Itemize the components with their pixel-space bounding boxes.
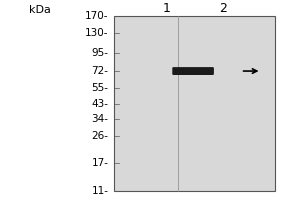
Text: 17-: 17- <box>92 158 108 168</box>
Text: 34-: 34- <box>92 114 108 124</box>
Text: 95-: 95- <box>92 48 108 58</box>
Text: 2: 2 <box>219 2 227 15</box>
Text: 55-: 55- <box>92 83 108 93</box>
Text: 26-: 26- <box>92 131 108 141</box>
Text: kDa: kDa <box>29 5 51 15</box>
Bar <box>114 16 275 191</box>
Text: 72-: 72- <box>92 66 108 76</box>
Text: 170-: 170- <box>85 11 108 21</box>
Text: 130-: 130- <box>85 28 108 38</box>
Text: 1: 1 <box>162 2 170 15</box>
Text: 43-: 43- <box>92 99 108 109</box>
FancyBboxPatch shape <box>172 67 214 75</box>
Text: 11-: 11- <box>92 186 108 196</box>
